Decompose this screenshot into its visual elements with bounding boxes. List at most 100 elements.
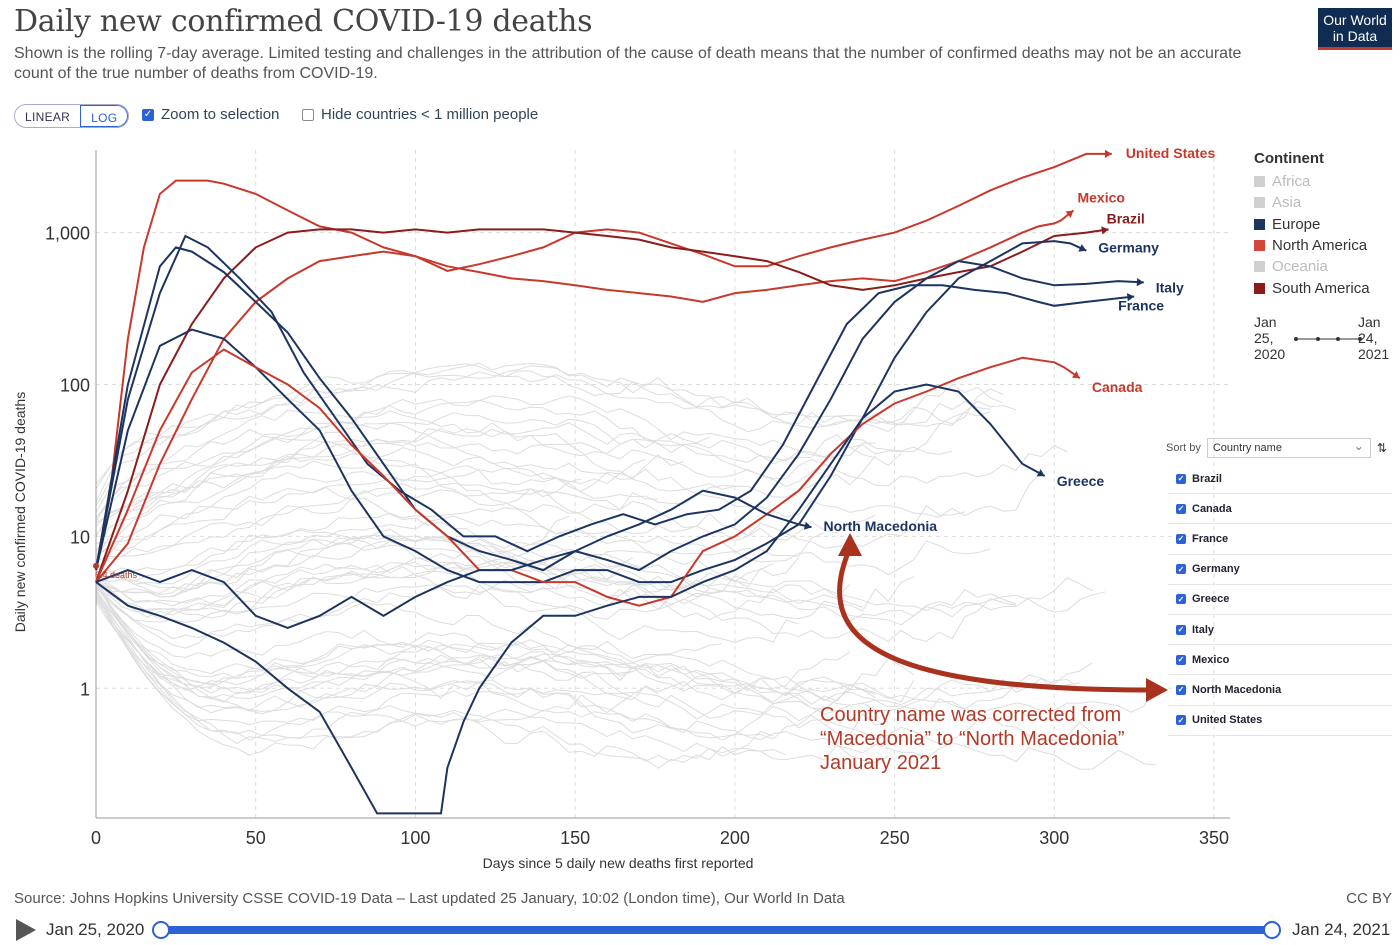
series-arrow (1078, 244, 1087, 252)
series-arrow (803, 521, 812, 530)
legend-label: Asia (1272, 194, 1302, 212)
legend-item[interactable]: South America (1254, 277, 1394, 298)
series-label: Canada (1092, 379, 1143, 395)
legend-item[interactable]: Oceania (1254, 256, 1394, 277)
background-country-line (95, 409, 710, 513)
background-country-line (95, 471, 659, 562)
background-country-line (95, 586, 1017, 643)
country-name: United States (1192, 714, 1263, 727)
sort-select[interactable]: Country name (1206, 438, 1371, 458)
chart-series (93, 149, 1144, 815)
series-label: Mexico (1077, 189, 1124, 205)
x-tick-label: 200 (720, 828, 750, 848)
background-country-line (95, 365, 991, 506)
legend-label: Oceania (1272, 258, 1328, 276)
country-list-item[interactable]: ✓ Germany (1168, 555, 1392, 585)
annotation-text: Country name was corrected from “Macedon… (820, 703, 1180, 775)
logo-line-1: Our World (1323, 12, 1387, 28)
check-icon: ✓ (1176, 503, 1186, 514)
series-label: Brazil (1107, 210, 1145, 226)
start-point (93, 562, 99, 569)
country-list-item[interactable]: ✓ Italy (1168, 615, 1392, 646)
background-country-line (95, 554, 1106, 622)
legend-item[interactable]: Europe (1254, 214, 1394, 235)
series-label: Italy (1156, 279, 1184, 295)
checkbox-empty-icon (302, 108, 314, 121)
timeline-legend-line (1294, 337, 1362, 341)
background-country-line (95, 434, 684, 524)
country-name: Brazil (1192, 472, 1222, 485)
check-icon: ✓ (142, 108, 154, 121)
background-country-line (95, 599, 1093, 700)
series-line-united-states (95, 152, 1112, 571)
zoom-to-selection-checkbox[interactable]: ✓ Zoom to selection (142, 106, 279, 123)
background-country-line (95, 601, 876, 706)
zoom-label: Zoom to selection (161, 106, 280, 123)
timeline-track[interactable] (160, 926, 1272, 934)
sort-label: Sort by (1166, 442, 1201, 454)
linear-scale-button[interactable]: LINEAR (25, 110, 71, 124)
background-country-line (95, 438, 876, 553)
background-country-line (95, 580, 723, 660)
country-name: North Macedonia (1192, 683, 1282, 696)
country-list-item[interactable]: ✓ Mexico (1168, 645, 1392, 676)
legend-title: Continent (1254, 150, 1324, 167)
log-scale-button[interactable]: LOG (80, 105, 129, 127)
background-country-line (95, 422, 876, 527)
sort-order-icon[interactable]: ⇅ (1376, 441, 1387, 455)
country-name: Greece (1192, 593, 1230, 606)
chart-axes: 0 50 100 150 200 250 300 350 1 10 100 1,000 (45, 150, 1230, 848)
background-country-line (95, 537, 621, 593)
hide-label: Hide countries < 1 million people (321, 106, 539, 123)
background-country-line (95, 598, 1093, 745)
scale-toggle[interactable]: LINEAR LOG (14, 104, 130, 128)
country-list-item[interactable]: ✓ Brazil (1168, 464, 1392, 495)
country-list-item[interactable]: ✓ Canada (1168, 494, 1392, 525)
play-icon[interactable] (16, 919, 36, 941)
annotation-line-2: “Macedonia” to “North Macedonia” (820, 728, 1125, 750)
timeline-legend-start: Jan 25, 2020 (1254, 314, 1286, 362)
background-country-line (95, 594, 659, 714)
annotation-line-1: Country name was corrected from (820, 704, 1122, 726)
background-country-line (95, 583, 889, 741)
background-country-line (95, 590, 851, 690)
country-name: Mexico (1192, 653, 1230, 666)
background-country-line (95, 592, 774, 762)
background-country-line (95, 467, 1042, 544)
background-country-line (95, 540, 748, 598)
logo-line-2: in Data (1332, 28, 1378, 44)
series-arrow (1065, 210, 1074, 218)
timeline-end-handle[interactable] (1263, 921, 1281, 939)
check-icon: ✓ (1176, 564, 1186, 575)
x-tick-label: 50 (246, 828, 266, 848)
check-icon: ✓ (1176, 533, 1186, 544)
legend-item[interactable]: North America (1254, 235, 1394, 256)
country-list-item[interactable]: ✓ France (1168, 524, 1392, 555)
legend-item[interactable]: Asia (1254, 192, 1394, 213)
country-name: Germany (1192, 563, 1240, 576)
hide-small-countries-checkbox[interactable]: Hide countries < 1 million people (302, 106, 538, 123)
series-line-france (95, 234, 1135, 571)
license-link[interactable]: CC BY (1346, 890, 1392, 907)
background-country-line (95, 440, 646, 536)
background-country-line (95, 583, 787, 769)
country-list-item[interactable]: ✓ United States (1168, 706, 1392, 736)
legend-item[interactable]: Africa (1254, 171, 1394, 192)
annotation-arrow (837, 533, 1168, 702)
legend-swatch (1254, 282, 1265, 294)
series-line-italy (95, 246, 1144, 572)
timeline-legend-end: Jan 24, 2021 (1358, 314, 1390, 362)
country-list-item[interactable]: ✓ North Macedonia (1168, 675, 1392, 706)
legend-label: South America (1272, 279, 1370, 297)
background-country-line (95, 584, 799, 643)
timeline-start-handle[interactable] (152, 921, 170, 939)
background-country-line (95, 486, 569, 557)
owid-logo[interactable]: Our World in Data (1318, 8, 1392, 50)
x-tick-label: 300 (1039, 828, 1069, 848)
timeline-slider: Jan 25, 2020 Jan 24, 2021 (0, 915, 1400, 945)
country-list-item[interactable]: ✓ Greece (1168, 585, 1392, 615)
legend-label: Africa (1272, 173, 1311, 191)
check-icon: ✓ (1176, 715, 1186, 726)
legend-swatch (1254, 197, 1265, 209)
